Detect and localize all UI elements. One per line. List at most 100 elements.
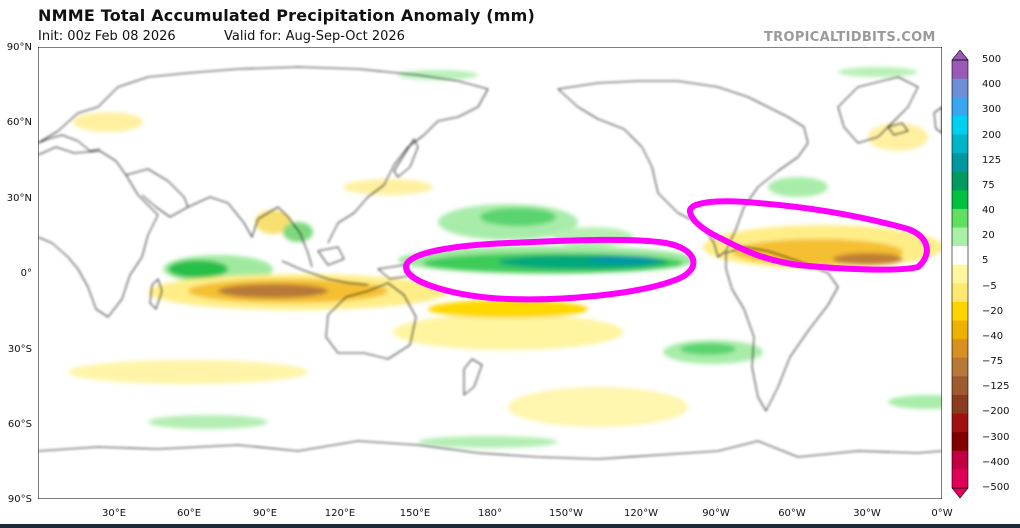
- colorbar-segment: [952, 97, 968, 117]
- coast-eurasia-north: [38, 66, 489, 144]
- colorbar-label: 400: [982, 79, 1002, 91]
- lon-label-30w: 30°W: [853, 508, 881, 519]
- source-credit: TROPICALTIDBITS.COM: [764, 30, 936, 45]
- colorbar-segment: [952, 320, 968, 340]
- lon-label-60w: 60°W: [778, 508, 806, 519]
- colorbar-segment: [952, 413, 968, 433]
- colorbar-segment: [952, 376, 968, 396]
- spcz-dry-mid: [428, 300, 588, 318]
- colorbar-label: −500: [982, 482, 1010, 493]
- lon-label-0w: 0°W: [931, 508, 953, 519]
- coast-japan: [393, 138, 419, 178]
- atl-wet-north: [768, 177, 828, 197]
- maritime-dry-core: [218, 284, 328, 298]
- colorbar-segment: [952, 115, 968, 135]
- colorbar-label: 5: [982, 255, 989, 267]
- lon-label-120w: 120°W: [624, 508, 658, 519]
- init-time: Init: 00z Feb 08 2026: [38, 29, 176, 44]
- sepac-wet-green: [680, 343, 736, 355]
- colorbar-segment: [952, 227, 968, 247]
- colorbar-label: −5: [982, 280, 997, 292]
- coast-madagascar: [149, 278, 163, 310]
- south-pacific-dry: [508, 387, 688, 427]
- colorbar-segment: [952, 264, 968, 284]
- colorbar-label: −400: [982, 456, 1010, 468]
- coast-greenland: [837, 76, 919, 144]
- lon-label-150e: 150°E: [399, 508, 431, 519]
- colorbar-segment: [952, 283, 968, 303]
- coast-australia: [325, 282, 417, 360]
- bottom-strip: [0, 524, 1020, 528]
- precipitation-anomaly-map: [38, 47, 942, 499]
- colorbar-segment: [952, 450, 968, 470]
- colorbar-label: −300: [982, 431, 1010, 443]
- lon-label-60e: 60°E: [176, 508, 202, 519]
- bay-bengal-wet: [283, 222, 313, 242]
- w-pacific-dry: [343, 179, 433, 195]
- colorbar-label: −75: [982, 356, 1004, 368]
- colorbar-segment: [952, 432, 968, 452]
- coast-africa: [38, 146, 159, 318]
- coast-uk: [933, 106, 942, 134]
- lat-label-90n: 90°N: [6, 42, 32, 53]
- colorbar-label: −40: [982, 330, 1004, 342]
- coast-south-america: [725, 246, 839, 412]
- lon-label-90e: 90°E: [252, 508, 278, 519]
- colorbar-segment: [952, 469, 968, 489]
- colorbar-segment: [952, 171, 968, 191]
- colorbar-segments: [951, 49, 969, 499]
- india-dry: [255, 210, 291, 234]
- colorbar-segment: [952, 357, 968, 377]
- colorbar-frame: [951, 59, 969, 489]
- spcz-dry-light: [393, 314, 623, 350]
- colorbar-label: −20: [982, 305, 1004, 317]
- colorbar-label: 500: [982, 54, 1002, 65]
- coast-antarctica: [38, 440, 942, 460]
- south-indian-dry: [68, 360, 308, 384]
- map-title: NMME Total Accumulated Precipitation Ano…: [38, 6, 536, 25]
- lon-label-180: 180°: [477, 508, 503, 519]
- coast-indonesia-1: [281, 260, 369, 286]
- colorbar-label: −200: [982, 406, 1010, 418]
- lon-label-30e: 30°E: [101, 508, 127, 519]
- lat-label-60n: 60°N: [6, 117, 32, 128]
- coast-east-asia: [327, 88, 489, 244]
- coast-borneo: [317, 246, 345, 266]
- colorbar-extend-top: [951, 49, 969, 61]
- colorbar-segment: [952, 134, 968, 154]
- southern-wet-2: [418, 436, 558, 448]
- southern-wet-1: [148, 415, 268, 429]
- europe-dry: [73, 112, 143, 132]
- colorbar-segment: [952, 153, 968, 173]
- lat-label-30s: 30°S: [7, 344, 32, 355]
- coast-europe: [38, 134, 101, 152]
- colorbar-extend-bottom: [951, 487, 969, 499]
- coast-arabia: [125, 168, 189, 218]
- lon-label-150w: 150°W: [549, 508, 583, 519]
- arctic-wet-1: [398, 70, 478, 80]
- indian-wet-green: [168, 260, 228, 278]
- anomaly-shading: [68, 67, 942, 448]
- colorbar-segment: [952, 246, 968, 266]
- colorbar-label: −125: [982, 381, 1010, 393]
- southern-wet-3: [888, 395, 942, 409]
- colorbar-segment: [952, 339, 968, 359]
- arctic-wet-2: [838, 67, 918, 77]
- colorbar-label: 40: [982, 205, 995, 217]
- colorbar-segment: [952, 60, 968, 80]
- colorbar-label: 125: [982, 154, 1002, 166]
- colorbar-segment: [952, 394, 968, 415]
- n-atlantic-dry: [868, 123, 928, 151]
- colorbar-label: 20: [982, 230, 995, 242]
- lon-label-90w: 90°W: [702, 508, 730, 519]
- colorbar-segment: [952, 208, 968, 228]
- colorbar-label: 200: [982, 129, 1002, 141]
- valid-period: Valid for: Aug-Sep-Oct 2026: [224, 29, 405, 44]
- atl-dry-core: [833, 253, 903, 265]
- lon-label-120e: 120°E: [324, 508, 356, 519]
- lat-label-equator: 0°: [20, 268, 32, 279]
- lat-label-90s: 90°S: [7, 494, 32, 505]
- colorbar: [951, 49, 969, 499]
- lat-label-30n: 30°N: [6, 193, 32, 204]
- coast-iceland: [887, 122, 909, 136]
